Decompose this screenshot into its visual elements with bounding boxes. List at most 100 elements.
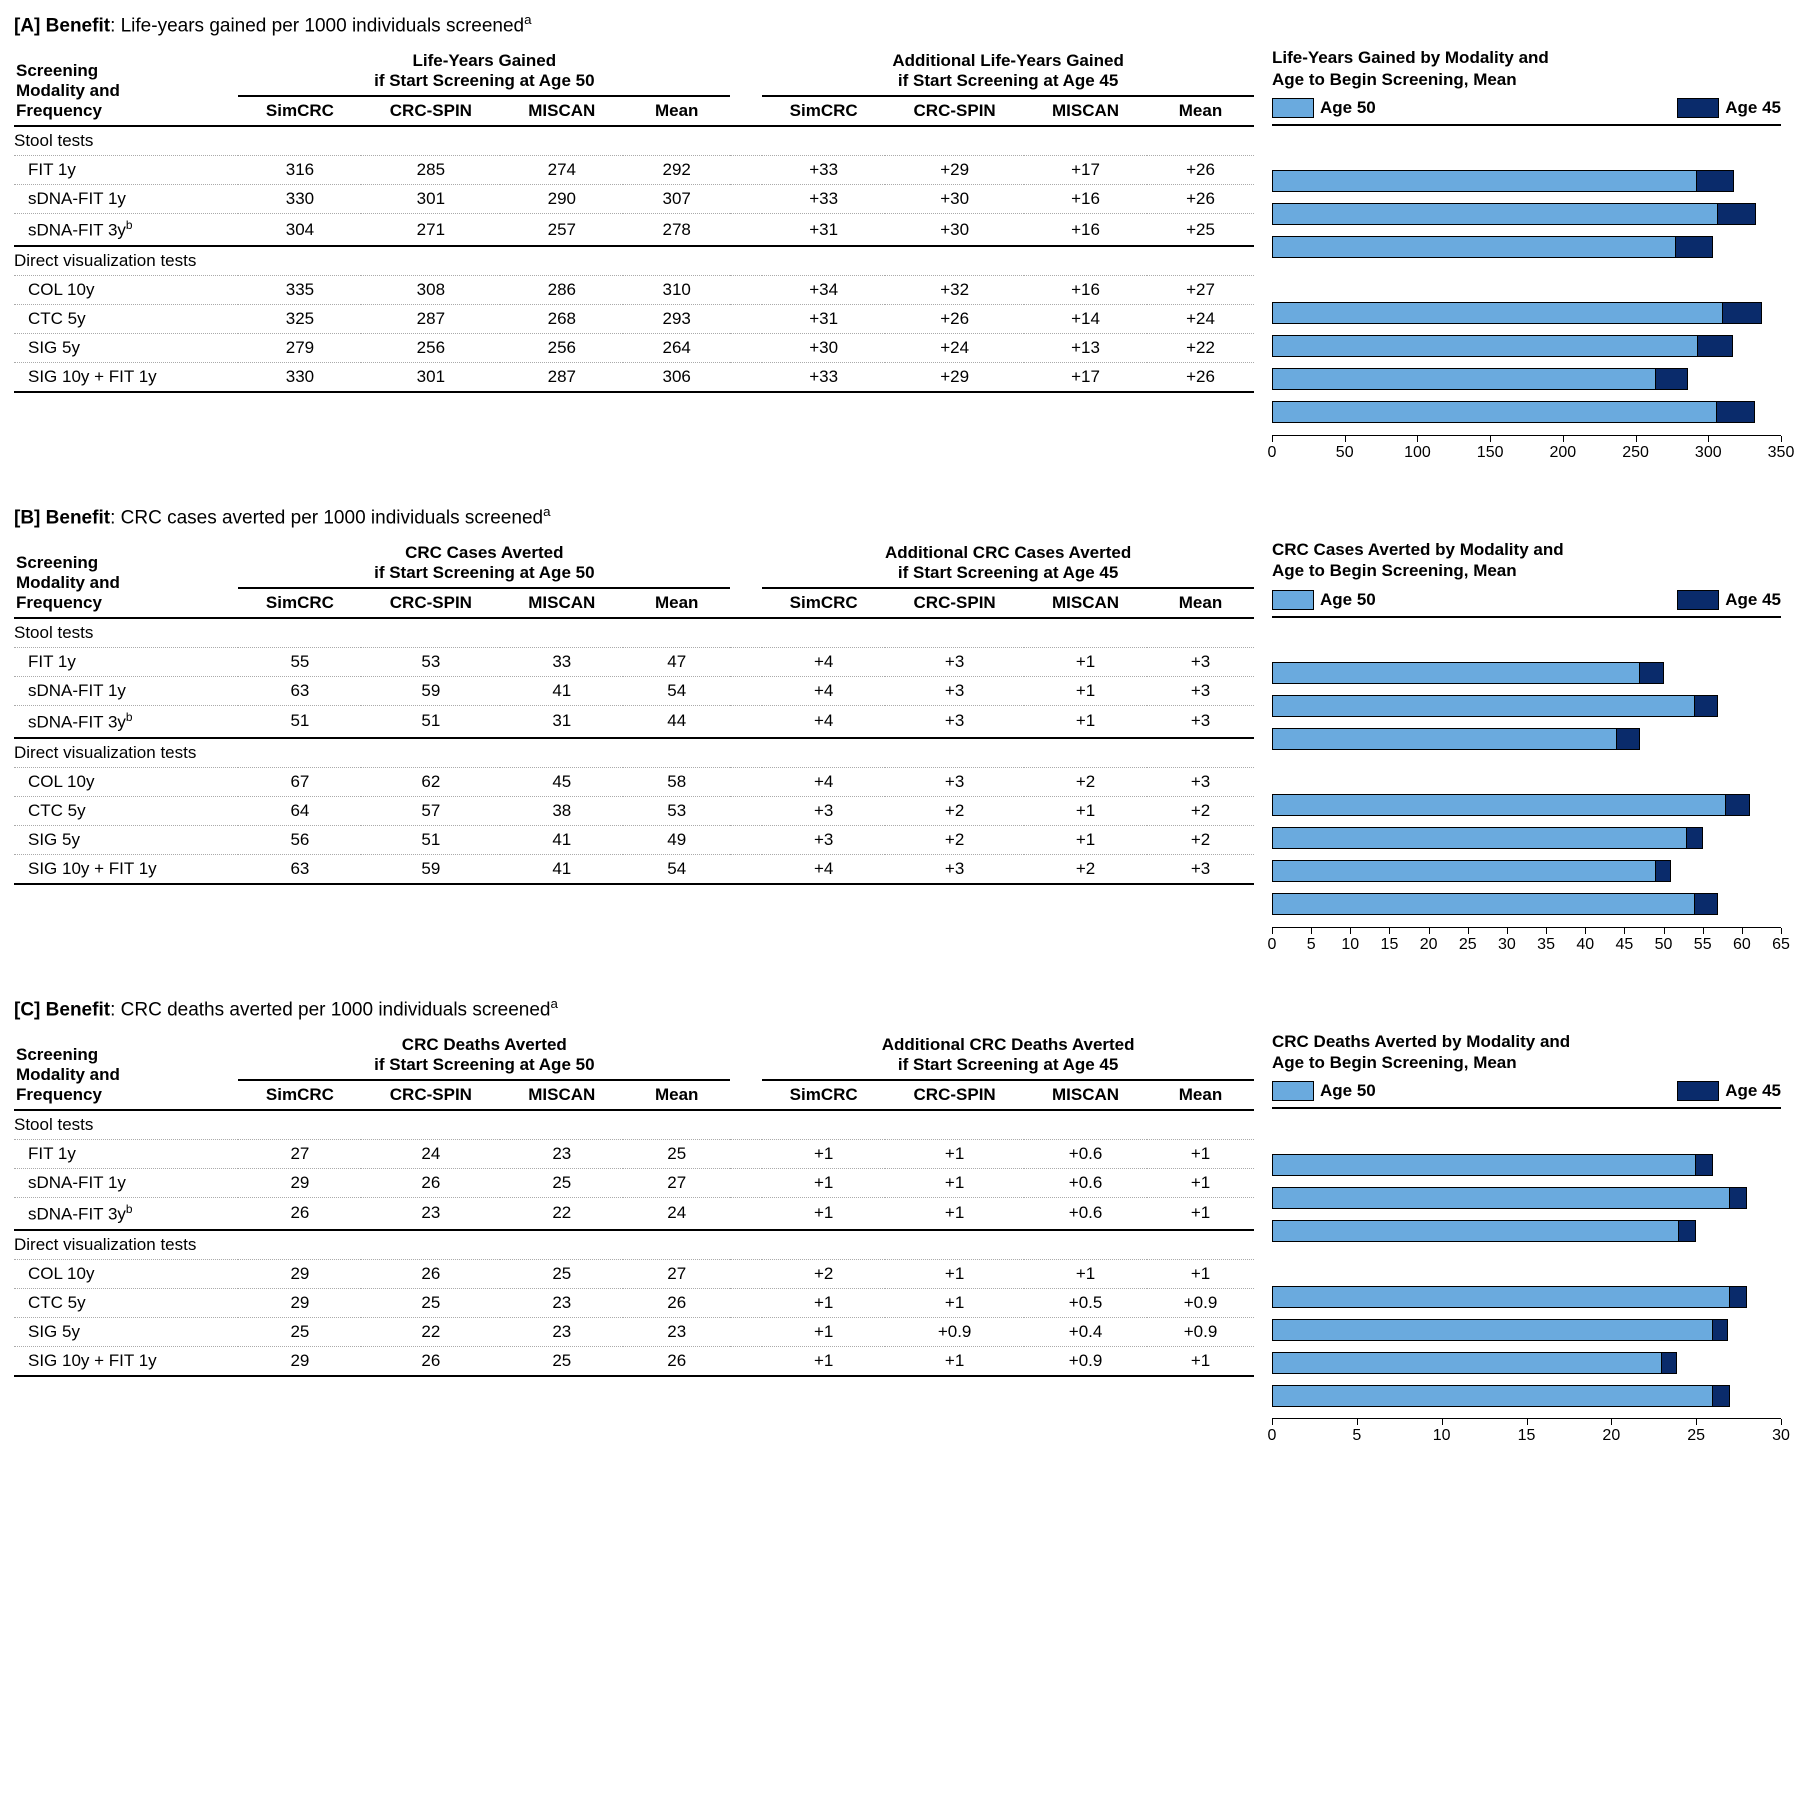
subcol: MISCAN	[500, 588, 623, 618]
panel-body: ScreeningModality andFrequencyCRC Deaths…	[14, 1031, 1781, 1460]
subcol: Mean	[623, 588, 730, 618]
group-header-50: CRC Deaths Avertedif Start Screening at …	[238, 1031, 730, 1080]
legend-label: Age 50	[1320, 590, 1376, 610]
cell: +3	[762, 825, 885, 854]
cell: 27	[623, 1168, 730, 1197]
cell: 23	[500, 1317, 623, 1346]
cell: 307	[623, 185, 730, 214]
cell: +30	[885, 185, 1024, 214]
bar-age45	[1717, 401, 1755, 423]
cell: +1	[1024, 648, 1147, 677]
bar-age50	[1272, 662, 1640, 684]
bar-age50	[1272, 728, 1617, 750]
cell: 310	[623, 275, 730, 304]
cell: +4	[762, 767, 885, 796]
cell: +17	[1024, 156, 1147, 185]
swatch-age50	[1272, 590, 1314, 610]
legend-label: Age 45	[1725, 1081, 1781, 1101]
cell: +0.6	[1024, 1197, 1147, 1229]
table-row: COL 10y335308286310+34+32+16+27	[14, 275, 1254, 304]
cell: 24	[623, 1197, 730, 1229]
cell: +29	[885, 156, 1024, 185]
row-label: sDNA-FIT 1y	[14, 185, 238, 214]
cell: +0.5	[1024, 1288, 1147, 1317]
cell: +1	[1147, 1197, 1254, 1229]
subcol: SimCRC	[762, 96, 885, 126]
panel-body: ScreeningModality andFrequencyCRC Cases …	[14, 539, 1781, 968]
bar-age45	[1723, 302, 1762, 324]
cell: +1	[1024, 1259, 1147, 1288]
table-row: SIG 10y + FIT 1y63594154+4+3+2+3	[14, 854, 1254, 884]
cell: 41	[500, 825, 623, 854]
bar-age50	[1272, 860, 1656, 882]
chart-legend: Age 50Age 45	[1272, 586, 1781, 618]
cell: +1	[1024, 677, 1147, 706]
bar-age45	[1656, 860, 1672, 882]
table-row: SIG 5y25222323+1+0.9+0.4+0.9	[14, 1317, 1254, 1346]
section-name: Direct visualization tests	[14, 738, 1254, 768]
tick-label: 55	[1694, 936, 1712, 954]
tick-label: 30	[1498, 936, 1516, 954]
subcol: Mean	[623, 96, 730, 126]
bar-age45	[1698, 335, 1733, 357]
bar-age45	[1730, 1286, 1747, 1308]
subcol: CRC-SPIN	[885, 1080, 1024, 1110]
panel-A: [A] Benefit: Life-years gained per 1000 …	[14, 12, 1781, 476]
chart-title: CRC Deaths Averted by Modality andAge to…	[1272, 1031, 1781, 1074]
bar-row	[1272, 297, 1781, 330]
bar-age50	[1272, 302, 1723, 324]
bar-age50	[1272, 1319, 1713, 1341]
subcol: Mean	[1147, 1080, 1254, 1110]
cell: +2	[762, 1259, 885, 1288]
cell: +32	[885, 275, 1024, 304]
cell: +0.4	[1024, 1317, 1147, 1346]
cell: 287	[500, 362, 623, 392]
cell: +26	[1147, 185, 1254, 214]
bar-row	[1272, 1148, 1781, 1181]
bar-row	[1272, 1313, 1781, 1346]
table-row: SIG 5y279256256264+30+24+13+22	[14, 333, 1254, 362]
bar-age50	[1272, 893, 1695, 915]
bar-row	[1272, 1214, 1781, 1247]
cell: 57	[361, 796, 500, 825]
cell: 308	[361, 275, 500, 304]
cell: +4	[762, 854, 885, 884]
cell: 29	[238, 1259, 361, 1288]
bar-row	[1272, 789, 1781, 822]
cell: +29	[885, 362, 1024, 392]
bar-row	[1272, 657, 1781, 690]
cell: +3	[885, 854, 1024, 884]
cell: +4	[762, 677, 885, 706]
subcol: MISCAN	[500, 96, 623, 126]
bar-age45	[1679, 1220, 1696, 1242]
cell: +33	[762, 185, 885, 214]
cell: +1	[885, 1168, 1024, 1197]
bar-age45	[1697, 170, 1735, 192]
bar-age50	[1272, 236, 1676, 258]
tick-label: 20	[1602, 1427, 1620, 1445]
cell: +0.6	[1024, 1168, 1147, 1197]
subcol: MISCAN	[1024, 588, 1147, 618]
section-header: Direct visualization tests	[14, 246, 1254, 276]
cell: 292	[623, 156, 730, 185]
bar-age50	[1272, 203, 1718, 225]
bar-row	[1272, 1181, 1781, 1214]
cell: 22	[500, 1197, 623, 1229]
subcol: Mean	[1147, 96, 1254, 126]
cell: +33	[762, 362, 885, 392]
tick-label: 10	[1341, 936, 1359, 954]
cell: 330	[238, 362, 361, 392]
cell: +26	[885, 304, 1024, 333]
cell: +16	[1024, 214, 1147, 246]
table-row: SIG 10y + FIT 1y330301287306+33+29+17+26	[14, 362, 1254, 392]
bar-age50	[1272, 1154, 1696, 1176]
table-row: sDNA-FIT 3yb51513144+4+3+1+3	[14, 706, 1254, 738]
row-label: COL 10y	[14, 767, 238, 796]
cell: 286	[500, 275, 623, 304]
cell: +4	[762, 706, 885, 738]
section-name: Stool tests	[14, 618, 1254, 648]
row-label: COL 10y	[14, 275, 238, 304]
cell: +22	[1147, 333, 1254, 362]
cell: +1	[762, 1197, 885, 1229]
tick-label: 5	[1352, 1427, 1361, 1445]
